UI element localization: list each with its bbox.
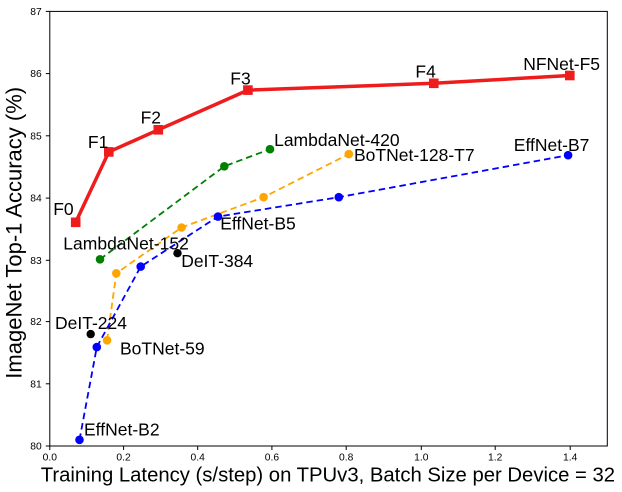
svg-text:ImageNet Top-1 Accuracy (%): ImageNet Top-1 Accuracy (%) bbox=[2, 87, 27, 379]
svg-text:86: 86 bbox=[30, 69, 42, 80]
svg-text:83: 83 bbox=[30, 256, 42, 267]
svg-text:F0: F0 bbox=[53, 199, 74, 219]
svg-text:LambdaNet-420: LambdaNet-420 bbox=[274, 130, 400, 150]
svg-text:Training Latency (s/step) on T: Training Latency (s/step) on TPUv3, Batc… bbox=[41, 464, 615, 486]
svg-text:1.4: 1.4 bbox=[563, 453, 578, 464]
svg-text:F2: F2 bbox=[141, 108, 161, 128]
svg-text:0.6: 0.6 bbox=[265, 453, 280, 464]
svg-text:1.0: 1.0 bbox=[414, 453, 429, 464]
svg-text:80: 80 bbox=[30, 442, 42, 453]
svg-text:82: 82 bbox=[30, 317, 42, 328]
svg-text:84: 84 bbox=[30, 194, 42, 205]
svg-text:1.2: 1.2 bbox=[488, 453, 503, 464]
svg-text:85: 85 bbox=[30, 131, 42, 142]
svg-text:F1: F1 bbox=[88, 132, 108, 152]
svg-text:0.8: 0.8 bbox=[339, 453, 354, 464]
svg-text:LambdaNet-152: LambdaNet-152 bbox=[63, 234, 189, 254]
svg-text:F3: F3 bbox=[230, 68, 250, 88]
svg-text:BoTNet-59: BoTNet-59 bbox=[120, 338, 205, 358]
svg-text:81: 81 bbox=[30, 379, 42, 390]
svg-text:0.2: 0.2 bbox=[116, 453, 131, 464]
svg-text:0.4: 0.4 bbox=[191, 453, 206, 464]
svg-text:EffNet-B5: EffNet-B5 bbox=[220, 213, 296, 233]
svg-text:F4: F4 bbox=[415, 61, 436, 81]
svg-text:87: 87 bbox=[30, 7, 42, 18]
svg-text:BoTNet-128-T7: BoTNet-128-T7 bbox=[354, 145, 475, 165]
svg-text:DeIT-224: DeIT-224 bbox=[55, 313, 127, 333]
svg-text:EffNet-B2: EffNet-B2 bbox=[84, 420, 160, 440]
svg-text:NFNet-F5: NFNet-F5 bbox=[523, 54, 600, 74]
svg-text:DeIT-384: DeIT-384 bbox=[181, 251, 253, 271]
svg-text:EffNet-B7: EffNet-B7 bbox=[514, 135, 590, 155]
svg-text:0.0: 0.0 bbox=[43, 453, 58, 464]
